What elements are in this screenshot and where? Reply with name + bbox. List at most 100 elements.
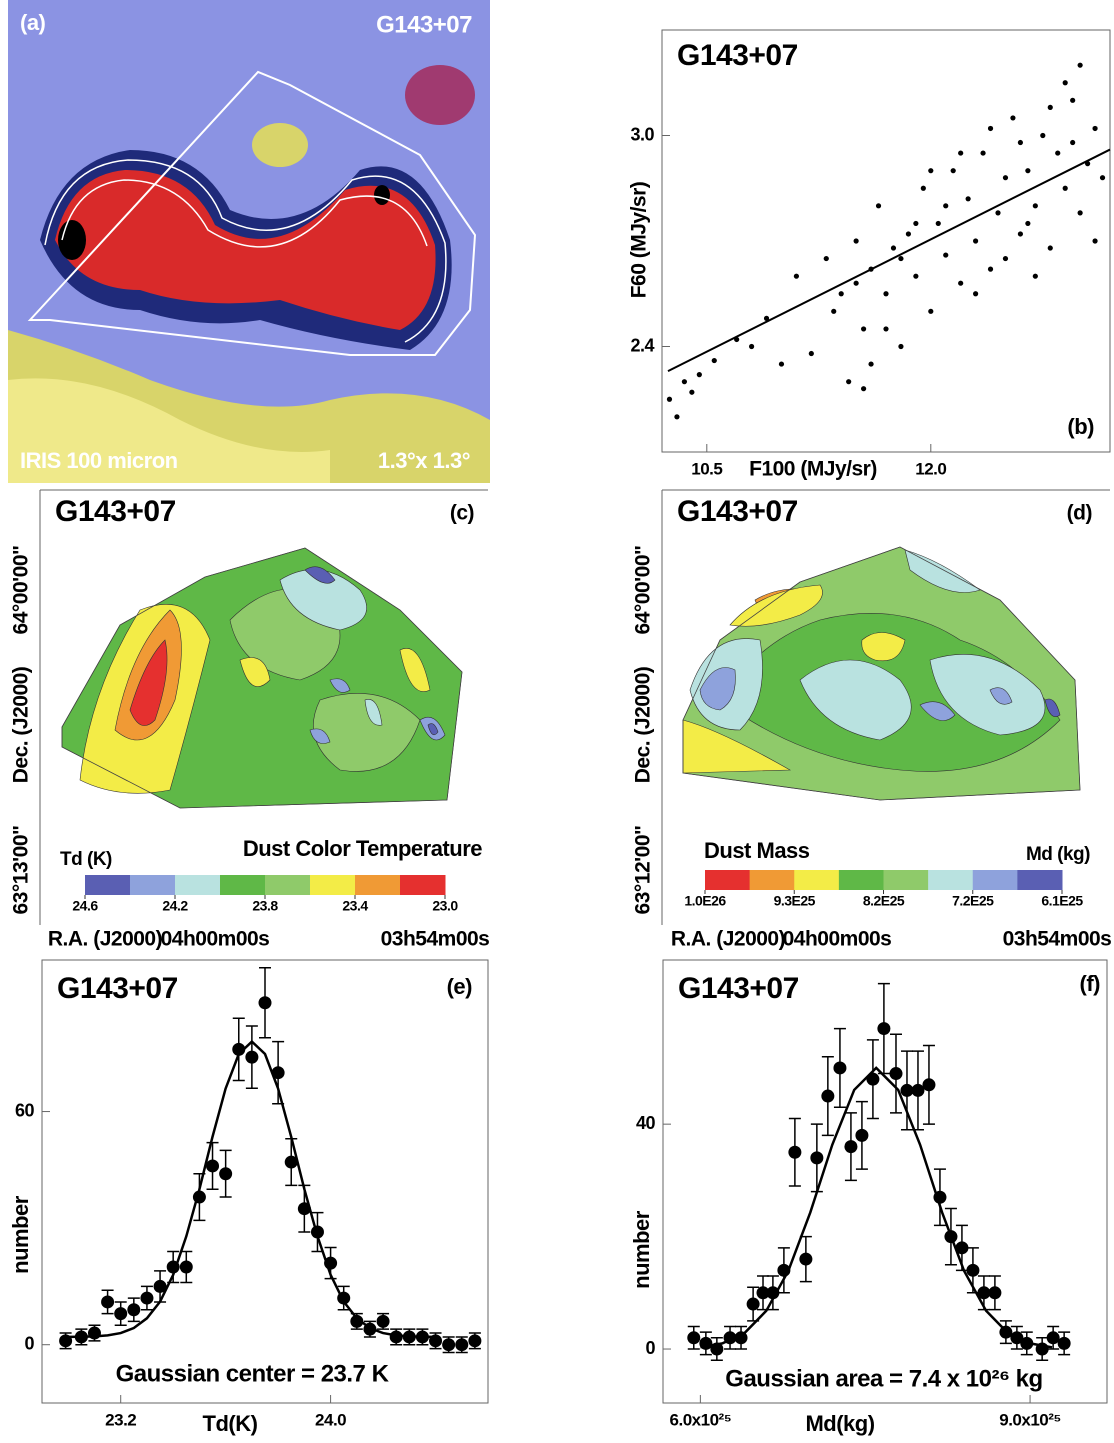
map-contour: [129, 639, 168, 726]
colorbar-segment: [794, 870, 840, 890]
data-point: [933, 1190, 947, 1204]
data-point: [1020, 1336, 1034, 1350]
title: G143+07: [55, 495, 176, 528]
data-point: [179, 1260, 193, 1274]
point: [1002, 175, 1009, 181]
point: [905, 231, 912, 237]
map-panel: 1.0E26 9.3E25 8.2E25 7.2E25 6.1E25 64°00'00" 6…: [632, 489, 1112, 951]
point: [853, 280, 859, 286]
point: [1032, 273, 1038, 279]
data-point: [114, 1307, 128, 1321]
map-contour: [399, 648, 431, 692]
point: [846, 379, 852, 385]
point: [696, 372, 702, 378]
colorbar-segment: [175, 875, 221, 895]
data-point: [911, 1083, 925, 1097]
y-tick-label: 0: [24, 1333, 34, 1353]
point: [861, 326, 867, 332]
point: [1077, 210, 1083, 216]
map-contour: [799, 659, 912, 741]
data-point: [468, 1334, 482, 1348]
caption: IRIS 100 micron: [20, 448, 178, 473]
point: [1077, 62, 1083, 68]
point: [763, 315, 770, 321]
colorbar-segment: [838, 870, 884, 890]
label: (d): [1067, 502, 1092, 525]
title: G143+07: [677, 495, 798, 528]
point: [823, 255, 829, 262]
data-point: [1046, 1331, 1060, 1345]
x-label: Td(K): [203, 1411, 258, 1436]
title: G143+07: [57, 972, 178, 1005]
data-point: [756, 1286, 770, 1300]
colorbar-segment: [355, 875, 401, 895]
map-contour: [239, 657, 271, 687]
data-point: [376, 1314, 390, 1328]
point: [1055, 150, 1061, 156]
data-point: [810, 1151, 824, 1165]
data-point: [944, 1230, 958, 1244]
y-label: number: [8, 1195, 33, 1274]
point: [950, 168, 956, 174]
colorbar-segment: [1017, 870, 1063, 890]
map-frame: [661, 489, 1110, 925]
data-point: [788, 1145, 802, 1159]
colorbar-segment: [749, 870, 795, 890]
point: [1010, 115, 1016, 121]
map-contour: [699, 667, 736, 711]
data-point: [977, 1286, 991, 1300]
data-point: [140, 1291, 154, 1305]
colorbar-unit: Md (kg): [1026, 844, 1090, 865]
colorbar-tick-label: 8.2E25: [863, 893, 905, 909]
data-point: [687, 1331, 701, 1345]
data-point: [271, 1066, 285, 1080]
point: [1062, 80, 1068, 86]
colorbar-tick-label: 6.1E25: [1041, 893, 1083, 909]
point: [913, 273, 919, 279]
colorbar-segment: [705, 870, 751, 890]
point: [1025, 220, 1031, 227]
point: [965, 196, 971, 202]
colorbar-tick-label: 23.8: [252, 898, 278, 914]
map-contour: [427, 723, 439, 736]
title: G143+07: [376, 11, 472, 38]
data-point: [746, 1297, 760, 1311]
point: [875, 203, 882, 209]
point: [1002, 255, 1009, 262]
map-contour: [682, 719, 792, 774]
x-label: R.A. (J2000): [671, 928, 785, 951]
data-point: [966, 1263, 980, 1277]
point: [778, 361, 785, 367]
label: (a): [20, 10, 46, 35]
point: [1025, 168, 1031, 174]
x-label: Md(kg): [805, 1411, 874, 1436]
plot-frame: [661, 29, 1111, 453]
point: [935, 220, 941, 227]
data-point: [245, 1050, 259, 1064]
data-point: [877, 1022, 891, 1036]
x-tick-label: 10.5: [691, 459, 722, 478]
point: [928, 308, 934, 314]
point: [666, 396, 673, 402]
scale: 1.3°x 1.3°: [378, 448, 470, 473]
point: [883, 291, 889, 297]
data-point: [988, 1286, 1002, 1300]
map-frame: [39, 489, 488, 925]
dec-tick-label: 64°00'00": [632, 546, 655, 635]
map-outline: [682, 546, 1081, 801]
dec-tick-label: 63°12'00": [632, 826, 655, 915]
point: [987, 125, 994, 132]
y-label: Dec. (J2000): [632, 667, 655, 784]
ra-tick-label: 04h00m00s: [783, 928, 892, 951]
x-tick-label: 9.0x10²⁵: [999, 1410, 1061, 1429]
point: [1040, 132, 1046, 139]
colorbar-title: Dust Mass: [704, 838, 810, 863]
y-tick-label: 3.0: [630, 124, 654, 144]
ra-tick-label: 03h54m00s: [381, 928, 490, 951]
point: [943, 252, 949, 258]
data-point: [442, 1338, 456, 1352]
data-point: [955, 1241, 969, 1255]
data-point: [777, 1263, 791, 1277]
map-contour: [861, 632, 906, 662]
errorbar-plot: 6.0x10²⁵ 9.0x10²⁵ 0 40: [636, 959, 1108, 1429]
